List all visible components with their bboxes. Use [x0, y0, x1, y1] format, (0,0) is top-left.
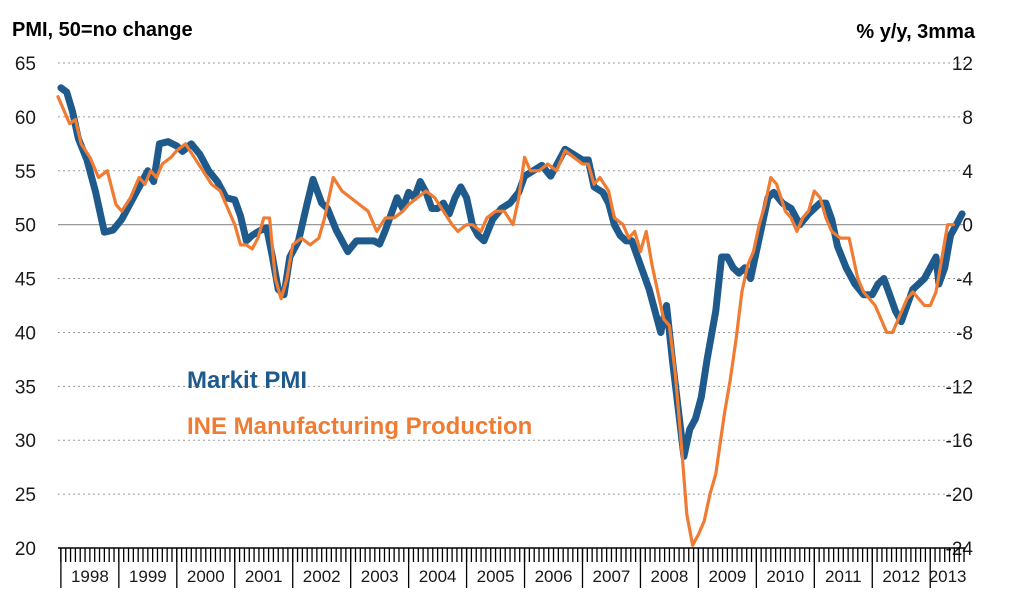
left-tick-label: 45: [15, 270, 36, 291]
legend-markit-pmi: Markit PMI: [187, 367, 307, 394]
right-tick-label: 12: [952, 54, 973, 75]
right-tick-label: -16: [946, 431, 973, 452]
year-label: 2003: [361, 567, 399, 586]
right-tick-label: -4: [956, 270, 973, 291]
year-label: 2012: [882, 567, 920, 586]
series-line-markit-pmi: [57, 84, 966, 460]
year-label: 2011: [825, 567, 862, 586]
x-axis: 1998 1999 2000 2001 2002 2003 2004 2005 2006 2007…: [58, 547, 967, 588]
right-tick-label: -20: [946, 485, 973, 506]
left-tick-label: 25: [15, 485, 36, 506]
series-line-ine-manufacturing-production: [56, 95, 956, 547]
x-axis-month-ticks: [60, 548, 965, 562]
year-label: 2009: [708, 567, 746, 586]
year-label: 2006: [535, 567, 573, 586]
legend-ine-manufacturing-production: INE Manufacturing Production: [187, 413, 532, 440]
gridlines: [58, 62, 965, 495]
year-label: 2013: [929, 567, 967, 586]
left-tick-label: 35: [15, 377, 36, 398]
year-label: 1999: [129, 567, 167, 586]
year-label: 2000: [187, 567, 225, 586]
legend: Markit PMI INE Manufacturing Production: [187, 367, 532, 440]
series-lines: [56, 84, 966, 547]
right-tick-label: 4: [962, 162, 973, 183]
year-label: 1998: [71, 567, 109, 586]
year-label: 2010: [766, 567, 804, 586]
year-label: 2002: [303, 567, 341, 586]
left-tick-label: 40: [15, 323, 36, 344]
left-tick-label: 30: [15, 431, 36, 452]
right-tick-label: -8: [956, 323, 973, 344]
left-tick-label: 50: [15, 216, 36, 237]
left-tick-label: 65: [15, 54, 36, 75]
right-tick-label: -12: [946, 377, 973, 398]
left-tick-label: 20: [15, 539, 36, 560]
left-axis-ticks: 65 60 55 50 45 40 35 30 25 20: [15, 54, 36, 560]
year-label: 2004: [419, 567, 457, 586]
right-tick-label: 0: [962, 216, 973, 237]
left-axis-title: PMI, 50=no change: [12, 19, 193, 41]
year-label: 2005: [477, 567, 515, 586]
year-label: 2007: [593, 567, 631, 586]
year-label: 2001: [245, 567, 283, 586]
left-tick-label: 60: [15, 108, 36, 129]
left-tick-label: 55: [15, 162, 36, 183]
right-tick-label: 8: [962, 108, 973, 129]
right-axis-title: % y/y, 3mma: [856, 21, 975, 43]
year-label: 2008: [651, 567, 689, 586]
